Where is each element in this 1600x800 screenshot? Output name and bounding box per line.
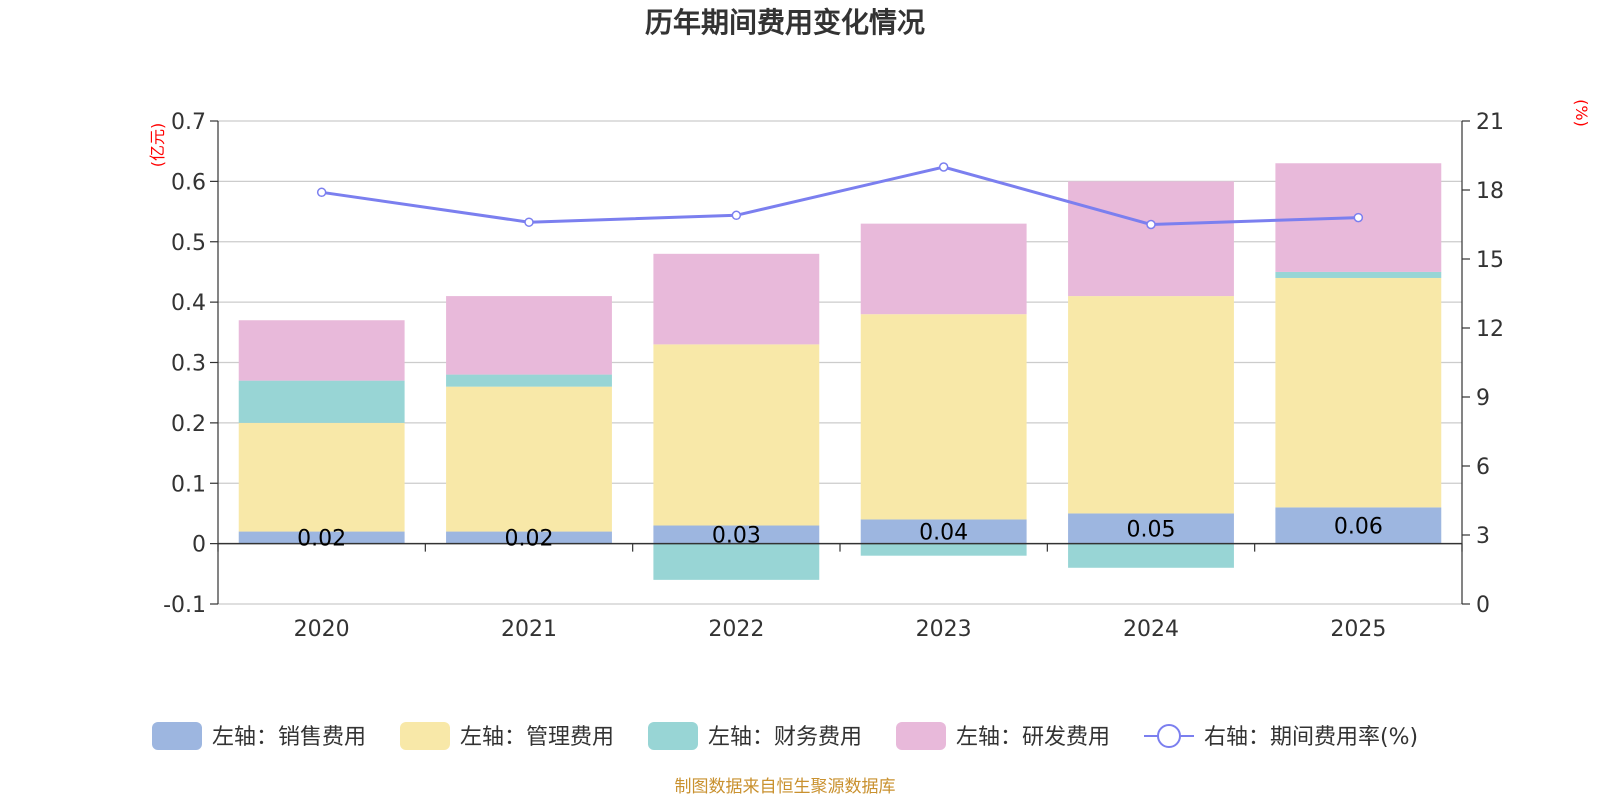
bar-2020-s2 [238,380,405,423]
bar-2020-s3 [238,320,405,381]
x-tick-label-2022: 2022 [708,617,764,642]
bar-2024-s3 [1068,181,1234,297]
bar-2021-s3 [446,296,612,375]
legend-label-0: 左轴：销售费用 [212,725,366,750]
gridlines [218,120,1462,605]
bar-2022-s0 [653,525,820,544]
left-tick-label-2: 0.1 [171,472,206,497]
bar-2021-s0 [446,531,612,544]
bar-labels-layer: 0.02 0.02 0.03 0.04 0.05 0.06 [297,515,1383,552]
source-note: 制图数据来自恒生聚源数据库 [675,777,896,797]
x-tick-label-2021: 2021 [501,617,557,642]
left-tick-label-8: 0.7 [171,110,206,135]
bar-value-label-2024: 0.05 [1127,518,1176,543]
right-tick-label-7: 21 [1476,110,1504,135]
expense-ratio-point-2022 [731,210,742,221]
legend-swatch-3 [896,722,946,750]
expense-ratio-line [321,165,1359,227]
bar-2025-s1 [1275,277,1442,508]
bar-2021-s2 [446,374,612,387]
bar-2023-s2 [860,543,1027,556]
right-tick-label-2: 6 [1476,455,1490,480]
legend-label-line: 右轴：期间费用率(%) [1204,725,1418,750]
bars-layer [238,163,1442,580]
bar-2024-s1 [1068,296,1234,514]
expense-ratio-point-2025 [1353,212,1364,223]
bar-2022-s3 [653,253,820,345]
left-axis-unit: (亿元) [148,123,167,168]
left-tick-label-1: 0 [192,533,206,558]
expense-ratio-point-2020 [316,187,327,198]
x-tick-label-2020: 2020 [294,617,350,642]
bar-2023-s0 [860,519,1027,544]
left-tick-label-5: 0.4 [171,291,206,316]
bar-value-label-2021: 0.02 [505,527,554,552]
expense-ratio-point-2021 [524,217,534,227]
legend-label-2: 左轴：财务费用 [708,725,862,750]
bar-2022-s2 [653,543,820,580]
right-tick-label-1: 3 [1476,524,1490,549]
bar-2024-s0 [1068,513,1234,544]
left-tick-label-0: -0.1 [163,593,206,618]
legend-swatch-1 [400,722,450,750]
bar-2022-s1 [653,344,820,526]
right-tick-label-4: 12 [1476,317,1504,342]
x-tick-label-2023: 2023 [916,617,972,642]
right-axis-unit: (%) [1572,99,1591,127]
right-tick-label-5: 15 [1476,248,1504,273]
bar-2023-s3 [860,223,1027,315]
bar-value-label-2025: 0.06 [1334,515,1383,540]
legend-label-1: 左轴：管理费用 [460,725,614,750]
bar-2025-s2 [1275,271,1442,278]
x-tick-label-2025: 2025 [1330,617,1386,642]
bar-value-label-2022: 0.03 [712,524,761,549]
chart-title: 历年期间费用变化情况 [645,6,925,39]
legend-line-marker [1157,724,1181,748]
line-layer [316,162,1364,230]
left-tick-label-7: 0.6 [171,170,206,195]
left-tick-label-4: 0.3 [171,352,206,377]
legend-swatch-0 [152,722,202,750]
bar-value-label-2023: 0.04 [919,521,968,546]
expense-ratio-point-2024 [1146,219,1156,230]
bar-2023-s1 [860,314,1027,520]
left-tick-label-6: 0.5 [171,231,206,256]
bar-2020-s0 [238,531,405,544]
legend-label-3: 左轴：研发费用 [956,725,1110,750]
expense-ratio-point-2023 [938,162,949,172]
bar-value-label-2020: 0.02 [297,527,346,552]
legend-swatch-2 [648,722,698,750]
right-tick-label-3: 9 [1476,386,1490,411]
legend: 左轴：销售费用 左轴：管理费用 左轴：财务费用 左轴：研发费用 右轴：期间费用率(%) [152,722,1418,750]
axes-layer: -0.1 0 0.1 0.2 0.3 0.4 0.5 0.6 0.7 0 3 6 9 12 15 18 21 20… [163,110,1504,642]
right-tick-label-6: 18 [1476,179,1504,204]
left-tick-label-3: 0.2 [171,412,206,437]
bar-2021-s1 [446,386,612,532]
right-tick-label-0: 0 [1476,593,1490,618]
bar-2024-s2 [1068,543,1234,568]
x-tick-label-2024: 2024 [1123,617,1179,642]
bar-2025-s0 [1275,507,1442,544]
bar-2020-s1 [238,422,405,532]
